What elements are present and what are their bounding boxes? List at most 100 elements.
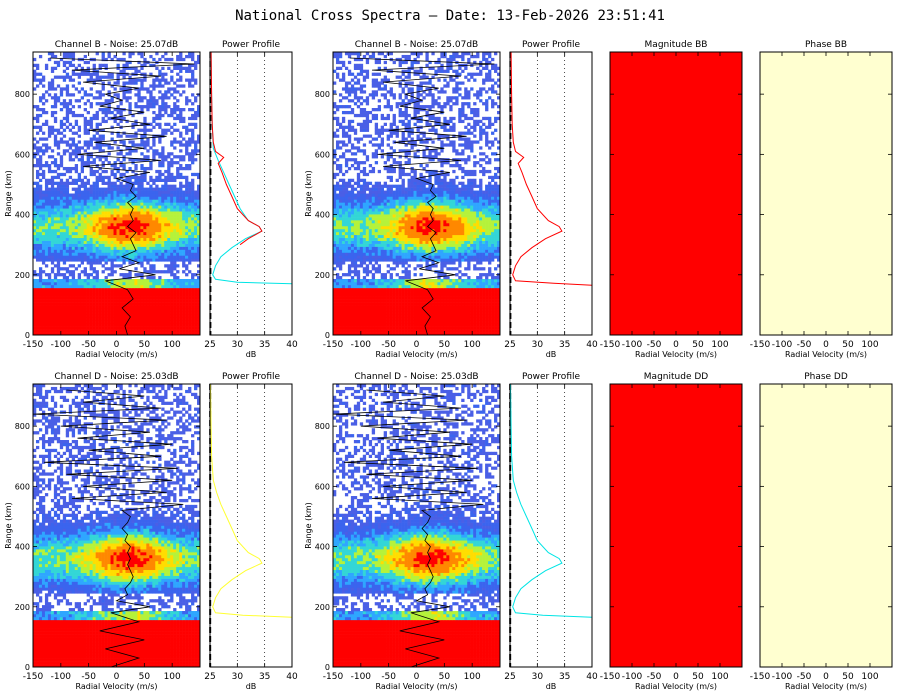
- y-axis: [610, 93, 742, 336]
- x-tick-label: -50: [81, 672, 96, 682]
- x-tick-label: -100: [351, 340, 372, 350]
- x-tick-label: -150: [750, 672, 771, 682]
- profile-background: [210, 384, 292, 667]
- y-tick-label: 600: [315, 150, 330, 159]
- panel-1: Channel B - Noise: 25.07dB -150 -100 -50 0 50…: [4, 40, 201, 359]
- panel-title: Phase DD: [804, 372, 848, 382]
- panel-title: Channel B - Noise: 25.07dB: [55, 40, 178, 50]
- panel-title: Channel D - Noise: 25.03dB: [354, 372, 478, 382]
- x-axis: -150 -100 -50 0 50 100: [600, 52, 729, 350]
- x-tick-label: -150: [23, 672, 44, 682]
- velocity-trace: [49, 57, 195, 336]
- x-tick-label: -150: [23, 340, 44, 350]
- x-tick-label: -100: [51, 672, 72, 682]
- x-tick-label: -150: [323, 672, 344, 682]
- x-tick-label: 0: [414, 340, 420, 350]
- x-tick-label: 25: [504, 672, 515, 682]
- y-tick-label: 400: [315, 211, 330, 220]
- x-axis: -150 -100 -50 0 50 100: [323, 52, 481, 350]
- y-tick-label: 800: [315, 90, 330, 99]
- x-tick-label: -100: [622, 672, 643, 682]
- y-axis: 0 200 400 600 800: [315, 422, 500, 672]
- y-tick-label: 400: [15, 543, 30, 552]
- x-tick-label: -150: [600, 672, 621, 682]
- x-tick-label: -100: [772, 340, 793, 350]
- panel-title: Power Profile: [522, 40, 581, 50]
- panel-7: Channel D - Noise: 25.03dB -150 -100 -50 0 50…: [4, 372, 201, 691]
- y-axis: [760, 425, 892, 668]
- y-tick-label: 0: [325, 331, 330, 340]
- x-tick-label: -50: [647, 672, 662, 682]
- x-tick-label: -100: [622, 340, 643, 350]
- uniform-fill: [610, 384, 742, 667]
- x-axis-label: dB: [246, 682, 257, 691]
- x-tick-label: 100: [711, 340, 728, 350]
- x-axis-label: Radial Velocity (m/s): [75, 682, 157, 691]
- x-axis: -150 -100 -50 0 50 100: [323, 384, 481, 682]
- x-axis-label: dB: [246, 350, 257, 359]
- x-tick-label: 0: [823, 340, 829, 350]
- y-tick-label: 800: [315, 422, 330, 431]
- x-tick-label: -50: [797, 340, 812, 350]
- x-axis-label: Radial Velocity (m/s): [635, 350, 717, 359]
- x-tick-label: -150: [750, 340, 771, 350]
- panel-title: Power Profile: [522, 372, 581, 382]
- x-tick-label: 35: [259, 340, 270, 350]
- y-tick-label: 800: [15, 422, 30, 431]
- profile-background: [210, 52, 292, 335]
- x-tick-label: -50: [381, 672, 396, 682]
- x-axis-label: dB: [546, 682, 557, 691]
- x-axis-label: dB: [546, 350, 557, 359]
- x-tick-label: 100: [464, 340, 481, 350]
- y-tick-label: 800: [15, 90, 30, 99]
- x-tick-label: 40: [586, 672, 598, 682]
- profile-background: [510, 384, 592, 667]
- y-tick-label: 600: [15, 150, 30, 159]
- x-axis: 25 30 35 40: [504, 52, 598, 350]
- y-tick-label: 600: [315, 482, 330, 491]
- x-axis: -150 -100 -50 0 50 100: [23, 384, 181, 682]
- y-tick-label: 0: [25, 663, 30, 672]
- profile-series-1: [510, 51, 593, 286]
- x-axis: -150 -100 -50 0 50 100: [750, 52, 879, 350]
- y-axis: 0 200 400 600 800: [15, 422, 200, 672]
- panel-title: Channel B - Noise: 25.07dB: [355, 40, 478, 50]
- x-tick-label: -50: [797, 672, 812, 682]
- y-tick-label: 200: [15, 271, 30, 280]
- profile-series-1: [510, 383, 593, 618]
- panel-title: Magnitude BB: [645, 40, 708, 50]
- x-tick-label: 30: [232, 340, 244, 350]
- spectrum-cells: [33, 384, 201, 668]
- x-tick-label: -150: [323, 340, 344, 350]
- x-axis-label: Radial Velocity (m/s): [785, 350, 867, 359]
- panel-title: Phase BB: [805, 40, 847, 50]
- x-tick-label: 50: [692, 672, 704, 682]
- y-tick-label: 400: [15, 211, 30, 220]
- panel-title: Magnitude DD: [644, 372, 708, 382]
- x-tick-label: 100: [164, 672, 181, 682]
- panel-2: Power Profile 25 30 35 40 dB: [204, 40, 298, 359]
- spectrum-cells: [333, 52, 501, 336]
- panel-4: Power Profile 25 30 35 40 dB: [504, 40, 598, 359]
- y-tick-label: 200: [315, 603, 330, 612]
- x-axis-label: Radial Velocity (m/s): [375, 350, 457, 359]
- x-tick-label: 100: [464, 672, 481, 682]
- x-axis: -150 -100 -50 0 50 100: [600, 384, 729, 682]
- x-tick-label: 50: [439, 672, 451, 682]
- x-tick-label: 0: [114, 340, 120, 350]
- panel-title: Power Profile: [222, 40, 281, 50]
- uniform-fill: [760, 52, 892, 335]
- x-axis-label: Radial Velocity (m/s): [635, 682, 717, 691]
- x-tick-label: 50: [842, 672, 854, 682]
- x-tick-label: 100: [861, 672, 878, 682]
- panel-10: Power Profile 25 30 35 40 dB: [504, 372, 598, 691]
- x-tick-label: 0: [114, 672, 120, 682]
- y-axis-label: Range (km): [4, 502, 13, 549]
- panel-title: Channel D - Noise: 25.03dB: [54, 372, 178, 382]
- panel-frame: [509, 383, 593, 668]
